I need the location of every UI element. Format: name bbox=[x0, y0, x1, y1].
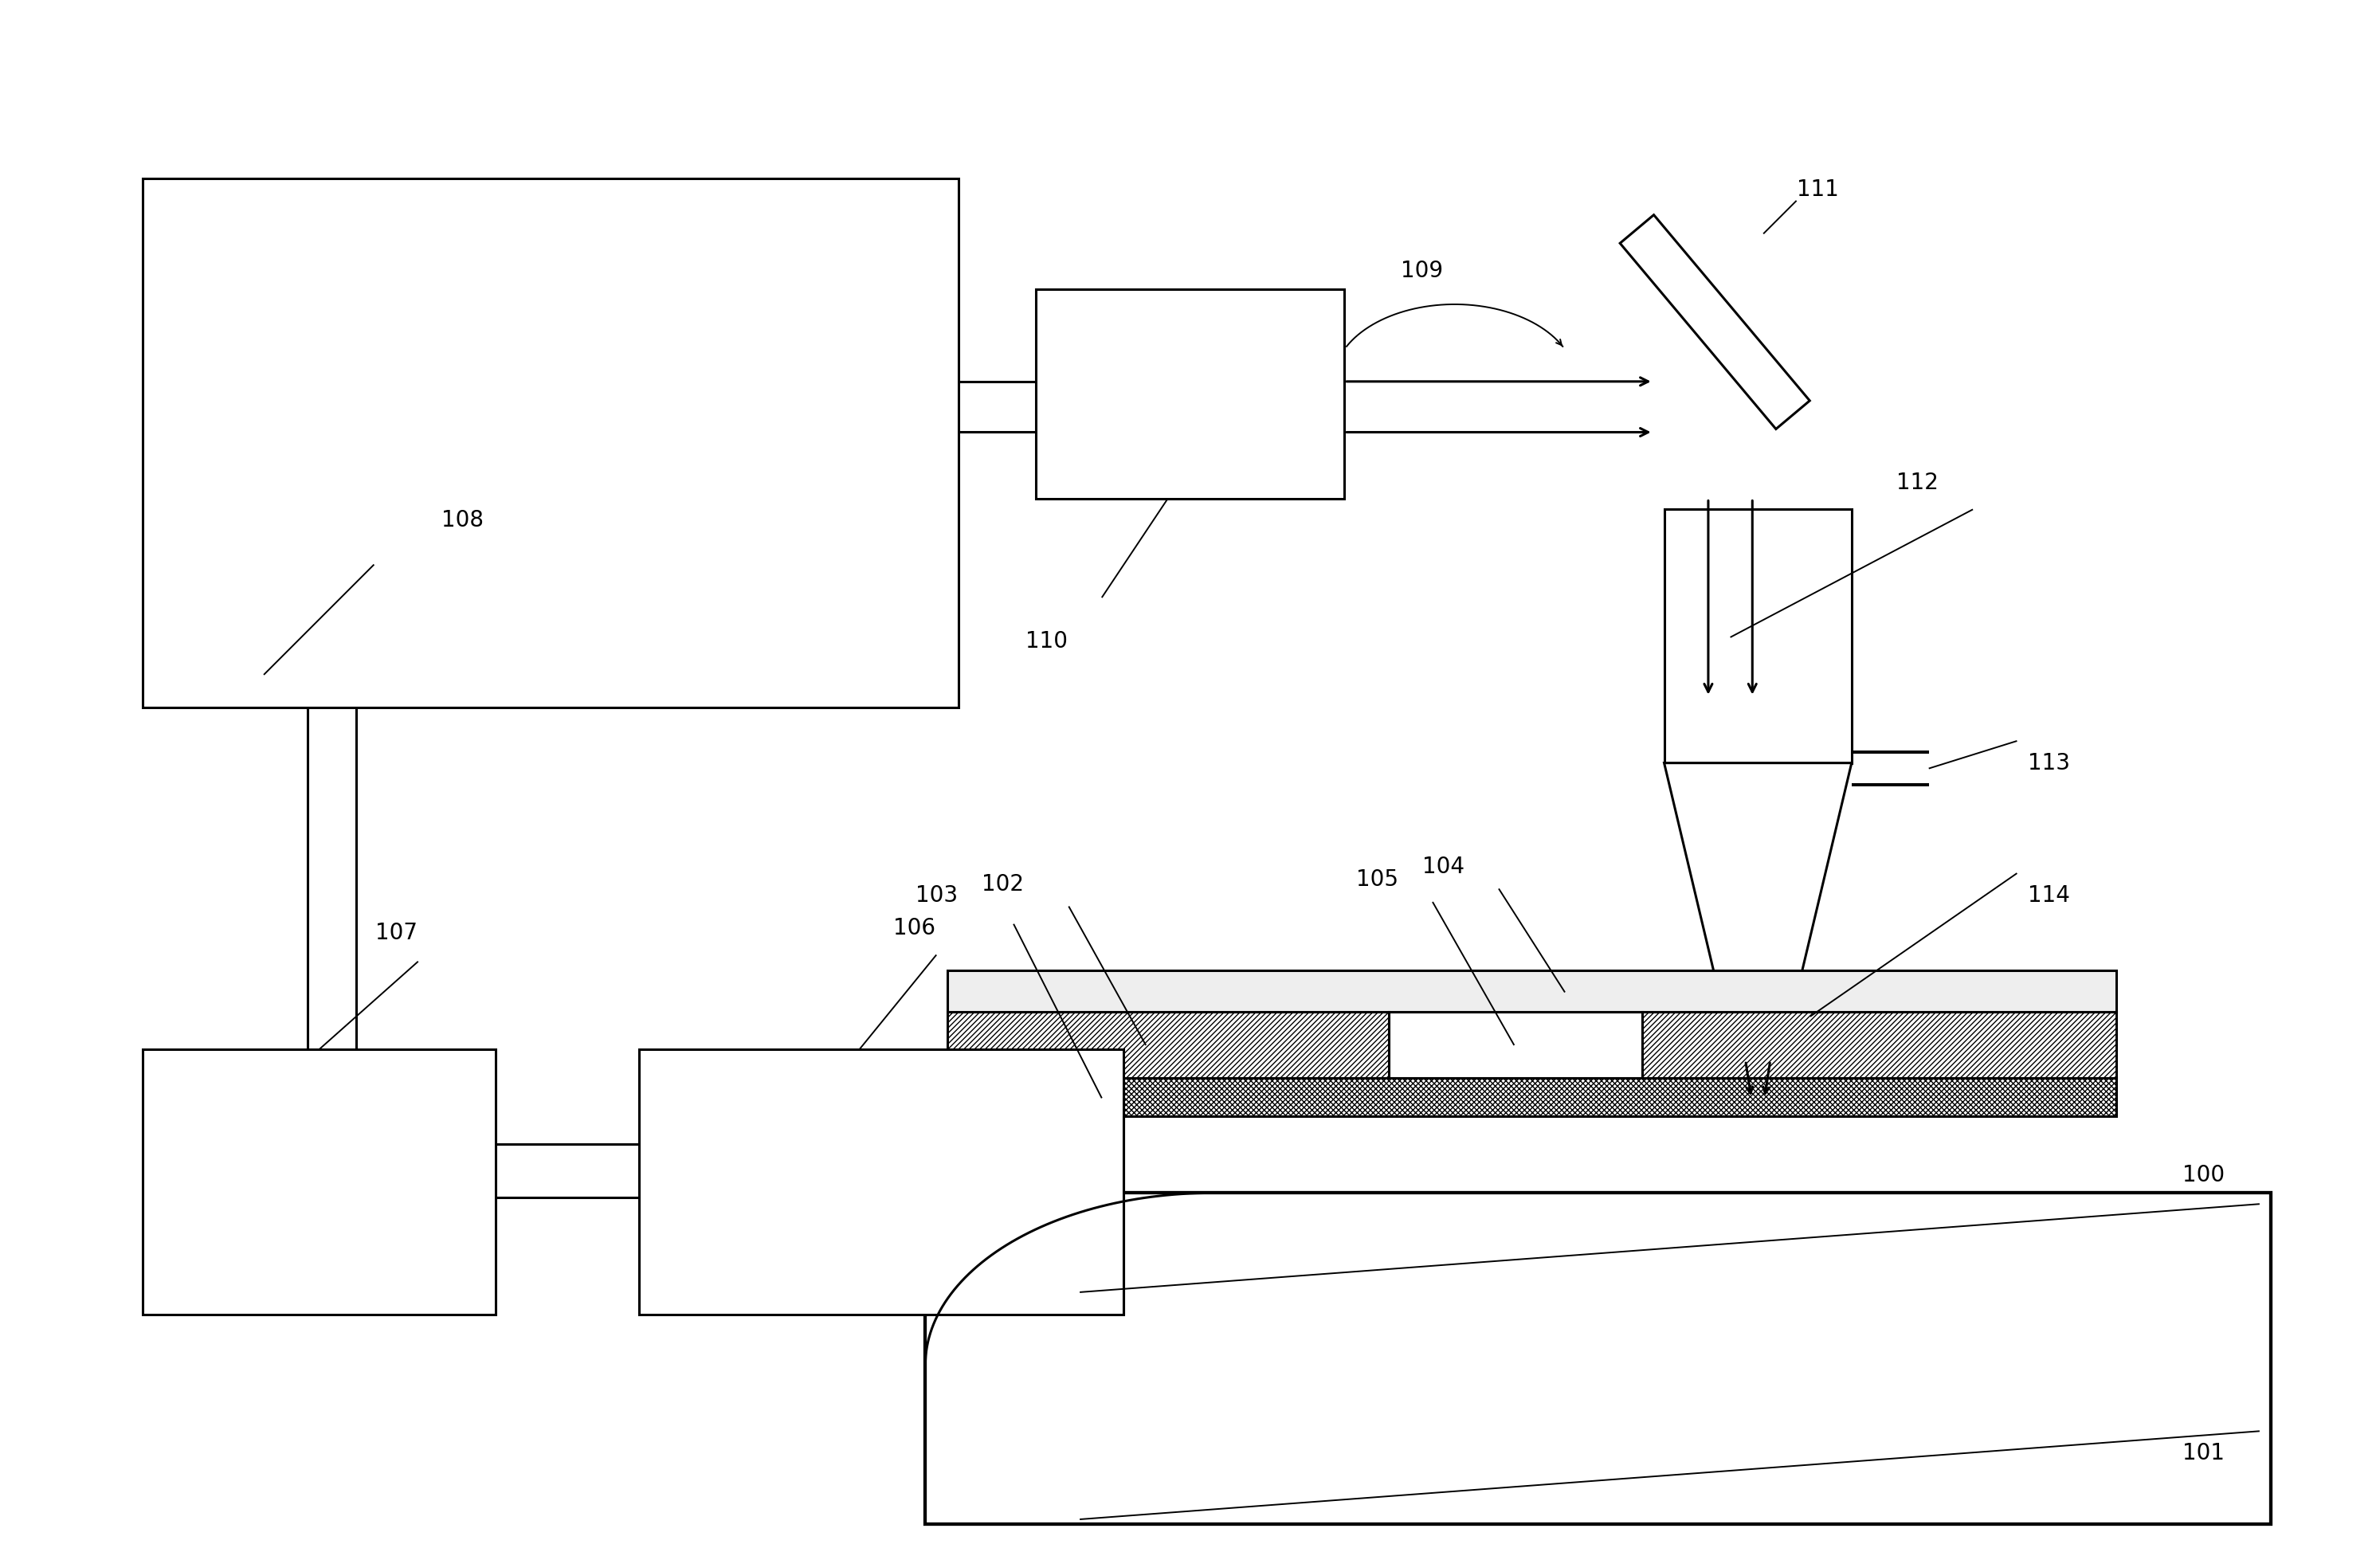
Text: 106: 106 bbox=[892, 918, 935, 940]
Bar bbox=[143, 1050, 495, 1314]
Bar bbox=[638, 1050, 1123, 1314]
Text: 101: 101 bbox=[2182, 1443, 2225, 1464]
Text: 111: 111 bbox=[1797, 178, 1840, 201]
Bar bbox=[947, 1079, 2116, 1116]
Polygon shape bbox=[1664, 763, 1852, 983]
Text: 110: 110 bbox=[1026, 630, 1069, 653]
Text: 100: 100 bbox=[2182, 1164, 2225, 1186]
Bar bbox=[1388, 1012, 1642, 1079]
Text: 108: 108 bbox=[440, 509, 483, 531]
Bar bbox=[926, 1194, 2271, 1523]
Text: 105: 105 bbox=[1357, 868, 1399, 892]
Bar bbox=[1642, 1012, 2116, 1079]
Bar bbox=[947, 971, 2116, 1012]
Bar bbox=[1716, 983, 1799, 1050]
Bar bbox=[1035, 289, 1345, 498]
Text: 113: 113 bbox=[2028, 752, 2071, 774]
Text: 114: 114 bbox=[2028, 884, 2071, 907]
Polygon shape bbox=[1621, 215, 1809, 429]
Bar bbox=[1664, 509, 1852, 763]
Text: 107: 107 bbox=[376, 921, 416, 944]
Bar bbox=[947, 1012, 1388, 1079]
Bar bbox=[143, 178, 959, 707]
Text: 104: 104 bbox=[1423, 856, 1464, 878]
Text: 103: 103 bbox=[916, 884, 957, 907]
Text: 109: 109 bbox=[1399, 260, 1442, 282]
Text: 102: 102 bbox=[981, 873, 1023, 895]
Text: 112: 112 bbox=[1897, 472, 1940, 494]
